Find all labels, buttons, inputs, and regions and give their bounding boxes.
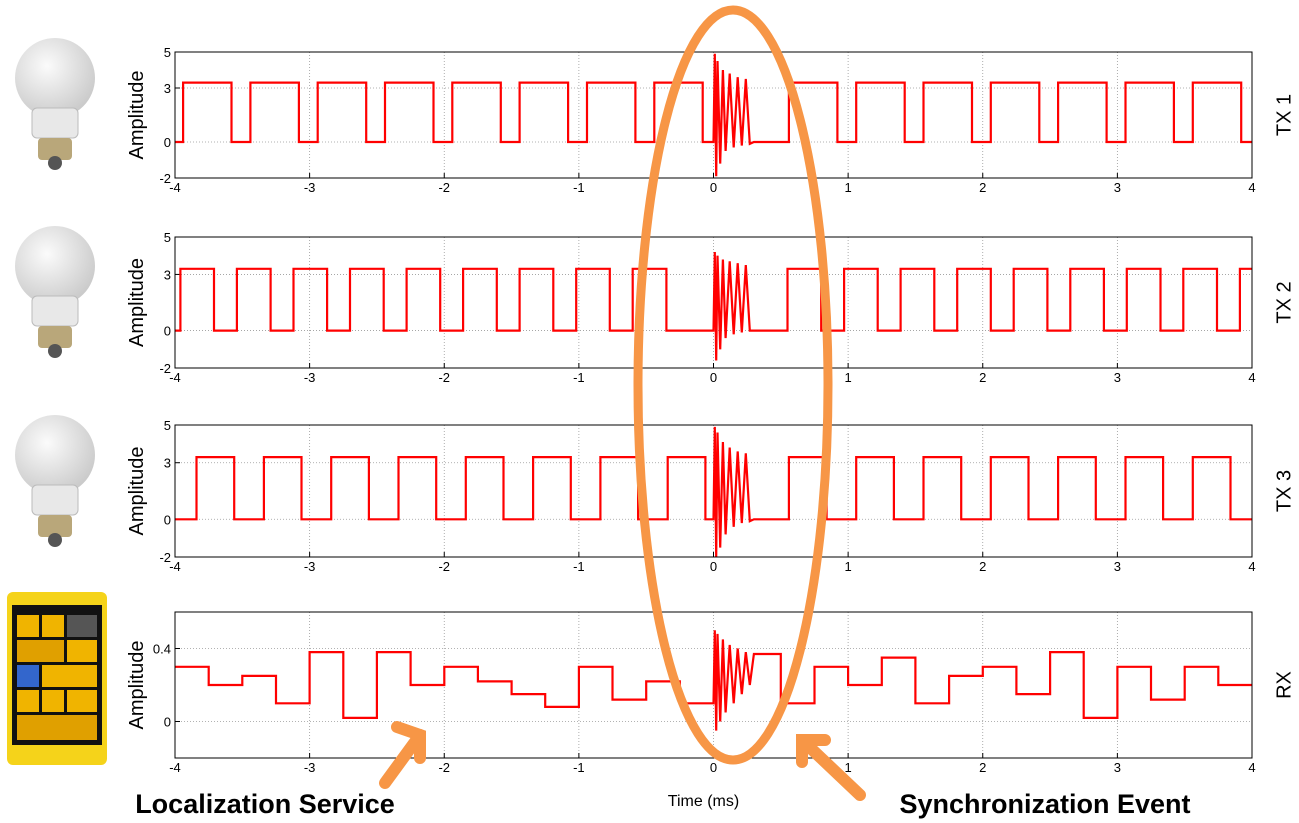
x-tick-label: 3 xyxy=(1114,559,1121,574)
x-tick-label: 1 xyxy=(845,180,852,195)
x-tick-label: -2 xyxy=(438,559,450,574)
x-tick-label: 0 xyxy=(710,760,717,775)
y-tick-label: 5 xyxy=(164,45,171,60)
x-tick-label: -2 xyxy=(438,370,450,385)
y-tick-label: 0 xyxy=(164,324,171,339)
bulb-icon xyxy=(15,226,95,358)
y-tick-label: 3 xyxy=(164,267,171,282)
bulb-icon xyxy=(15,415,95,547)
signal-line xyxy=(175,426,1252,558)
x-tick-label: 1 xyxy=(845,559,852,574)
series-label: RX xyxy=(1273,671,1295,699)
axes-box xyxy=(174,236,1253,369)
y-tick-label: 5 xyxy=(164,418,171,433)
x-tick-label: 0 xyxy=(710,370,717,385)
x-tick-label: 0 xyxy=(710,180,717,195)
x-tick-label: 2 xyxy=(979,370,986,385)
x-tick-label: 1 xyxy=(845,760,852,775)
axes-box xyxy=(174,424,1253,558)
arrow xyxy=(796,734,866,801)
x-tick-label: -4 xyxy=(169,559,181,574)
y-tick-label: 0 xyxy=(164,135,171,150)
series-label: TX 3 xyxy=(1273,470,1295,512)
arrow xyxy=(379,721,426,789)
axes-box xyxy=(174,51,1253,179)
x-tick-label: -3 xyxy=(304,180,316,195)
y-axis-label: Amplitude xyxy=(126,447,148,536)
x-tick-label: 0 xyxy=(710,559,717,574)
phone-icon xyxy=(7,592,107,765)
x-tick-label: 3 xyxy=(1114,370,1121,385)
y-tick-label: 0.4 xyxy=(153,642,171,657)
x-tick-label: -1 xyxy=(573,370,585,385)
signal-line xyxy=(175,53,1252,177)
x-tick-label: 3 xyxy=(1114,180,1121,195)
x-tick-label: 4 xyxy=(1248,760,1255,775)
x-tick-label: 2 xyxy=(979,180,986,195)
x-tick-label: 2 xyxy=(979,559,986,574)
y-tick-label: 0 xyxy=(164,512,171,527)
series-label: TX 1 xyxy=(1273,94,1295,136)
annotation: Synchronization Event xyxy=(899,789,1190,819)
x-tick-label: -4 xyxy=(169,760,181,775)
annotation: Localization Service xyxy=(135,789,395,819)
x-tick-label: -4 xyxy=(169,370,181,385)
x-tick-label: -1 xyxy=(573,760,585,775)
axes-box xyxy=(174,611,1253,759)
y-tick-label: 0 xyxy=(164,715,171,730)
x-tick-label: -2 xyxy=(438,760,450,775)
signal-line xyxy=(175,251,1252,361)
y-tick-label: 3 xyxy=(164,456,171,471)
x-tick-label: 2 xyxy=(979,760,986,775)
x-tick-label: -4 xyxy=(169,180,181,195)
x-tick-label: -3 xyxy=(304,760,316,775)
x-tick-label: 3 xyxy=(1114,760,1121,775)
highlight-ellipse xyxy=(633,5,833,765)
x-tick-label: 4 xyxy=(1248,180,1255,195)
signal-line xyxy=(175,630,1252,731)
series-label: TX 2 xyxy=(1273,281,1295,323)
x-tick-label: 4 xyxy=(1248,370,1255,385)
y-tick-label: -2 xyxy=(159,361,171,376)
x-tick-label: -1 xyxy=(573,180,585,195)
y-tick-label: 5 xyxy=(164,230,171,245)
x-tick-label: -3 xyxy=(304,559,316,574)
x-tick-label: 1 xyxy=(845,370,852,385)
y-axis-label: Amplitude xyxy=(126,258,148,347)
y-axis-label: Amplitude xyxy=(126,71,148,160)
x-tick-label: 4 xyxy=(1248,559,1255,574)
y-tick-label: 3 xyxy=(164,81,171,96)
y-axis-label: Amplitude xyxy=(126,641,148,730)
y-tick-label: -2 xyxy=(159,550,171,565)
x-tick-label: -3 xyxy=(304,370,316,385)
x-axis-label: Time (ms) xyxy=(668,793,739,810)
plots: -4 -3 -2 -1 0 1 2 3 4 -2 0 3 5 TX 1 Amplitude -4 -3 -2 -1 0… xyxy=(126,45,1295,810)
y-tick-label: -2 xyxy=(159,171,171,186)
x-tick-label: -2 xyxy=(438,180,450,195)
x-tick-label: -1 xyxy=(573,559,585,574)
bulb-icon xyxy=(15,38,95,170)
